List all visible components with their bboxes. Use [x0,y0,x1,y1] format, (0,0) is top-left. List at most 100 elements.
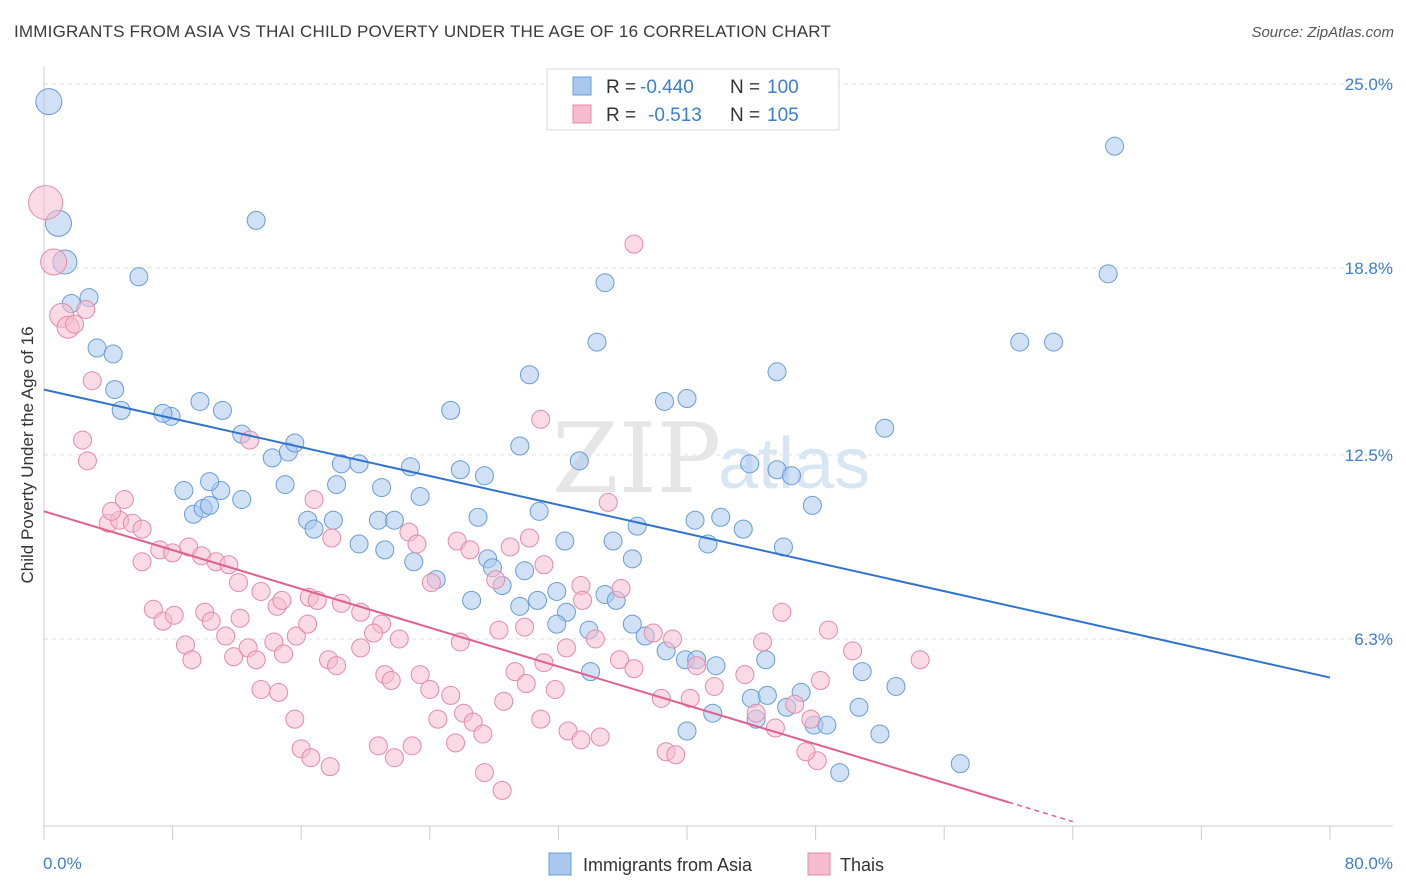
thais-point-65 [327,656,347,676]
asia-point-105 [462,590,482,610]
thais-point-119 [910,650,930,670]
asia-point-23 [441,400,461,420]
thais-point-69 [389,629,409,649]
thais-point-9 [624,234,644,254]
asia-point-10 [1105,136,1125,156]
thais-point-85 [624,659,644,679]
asia-point-83 [706,656,726,676]
asia-point-85 [757,685,777,705]
thais-point-121 [666,745,686,765]
source-label: Source: ZipAtlas.com [1251,24,1394,41]
asia-point-35 [569,451,589,471]
thais-point-29 [272,590,292,610]
thais-point-80 [545,679,565,699]
thais-point-13 [598,492,618,512]
thais-point-52 [182,650,202,670]
asia-point-54 [323,510,343,530]
thais-point-118 [843,641,863,661]
top-legend-box [546,68,840,131]
thais-point-112 [446,733,466,753]
asia-point-67 [733,519,753,539]
thais-point-27 [251,581,271,601]
asia-point-44 [410,486,430,506]
thais-point-37 [407,534,427,554]
asia-point-21 [190,391,210,411]
asia-point-34 [510,436,530,456]
asia-point-56 [368,510,388,530]
thais-point-117 [818,620,838,640]
thais-point-110 [384,748,404,768]
thais-point-90 [704,676,724,696]
x-tick-label-min: 0.0% [43,854,82,873]
thais-point-32 [322,528,342,548]
asia-point-89 [622,614,642,634]
thais-point-104 [269,682,289,702]
asia-point-63 [622,549,642,569]
thais-point-77 [505,662,525,682]
asia-point-98 [849,697,869,717]
asia-point-14 [587,332,607,352]
thais-point-57 [230,608,250,628]
thais-point-94 [785,694,805,714]
y-tick-label-2: 18.8% [1345,259,1393,278]
bottom-legend-swatch-blue [548,852,572,876]
thais-point-72 [441,685,461,705]
asia-point-32 [349,454,369,474]
asia-point-69 [802,495,822,515]
thais-point-1 [40,248,68,276]
trendline-asia [43,388,1331,679]
thais-point-122 [428,709,448,729]
thais-point-40 [460,540,480,560]
thais-point-127 [680,688,700,708]
thais-point-123 [381,671,401,691]
thais-point-79 [531,709,551,729]
thais-point-126 [515,617,535,637]
thais-point-54 [201,611,221,631]
asia-point-99 [950,754,970,774]
thais-point-47 [132,552,152,572]
thais-point-89 [687,656,707,676]
thais-point-125 [489,620,509,640]
legend-swatch-pink [572,104,592,124]
legend-r-value-2: -0.513 [648,105,702,126]
asia-point-103 [886,676,906,696]
thais-point-4 [65,314,85,334]
thais-point-111 [402,736,422,756]
asia-point-88 [581,662,601,682]
bottom-legend-label-1: Immigrants from Asia [583,855,753,875]
asia-point-20 [153,403,173,423]
thais-point-92 [746,703,766,723]
thais-point-78 [516,674,536,693]
asia-point-12 [1044,332,1064,352]
asia-point-38 [781,466,801,486]
legend-r-value-1: -0.440 [640,77,694,98]
thais-point-103 [251,679,271,699]
thais-point-105 [285,709,305,729]
thais-point-17 [114,489,134,509]
thais-point-19 [132,519,152,539]
asia-point-43 [372,478,392,498]
asia-point-9 [595,273,615,293]
asia-point-25 [677,389,697,408]
thais-point-115 [753,632,773,652]
asia-point-50 [200,472,220,492]
asia-point-24 [654,391,674,411]
thais-point-114 [492,780,512,800]
thais-point-84 [609,650,629,670]
thais-point-109 [368,736,388,756]
thais-point-75 [473,724,493,744]
thais-point-55 [216,626,236,646]
thais-point-62 [286,626,306,646]
thais-point-71 [420,679,440,699]
thais-point-0 [28,185,64,221]
thais-point-7 [73,430,93,450]
thais-point-38 [421,573,441,593]
asia-point-64 [685,510,705,530]
thais-point-82 [571,730,591,750]
thais-point-63 [298,614,318,634]
x-tick-label-max: 80.0% [1345,854,1393,873]
asia-point-28 [262,448,282,468]
asia-point-26 [875,418,895,438]
asia-point-100 [756,650,776,670]
